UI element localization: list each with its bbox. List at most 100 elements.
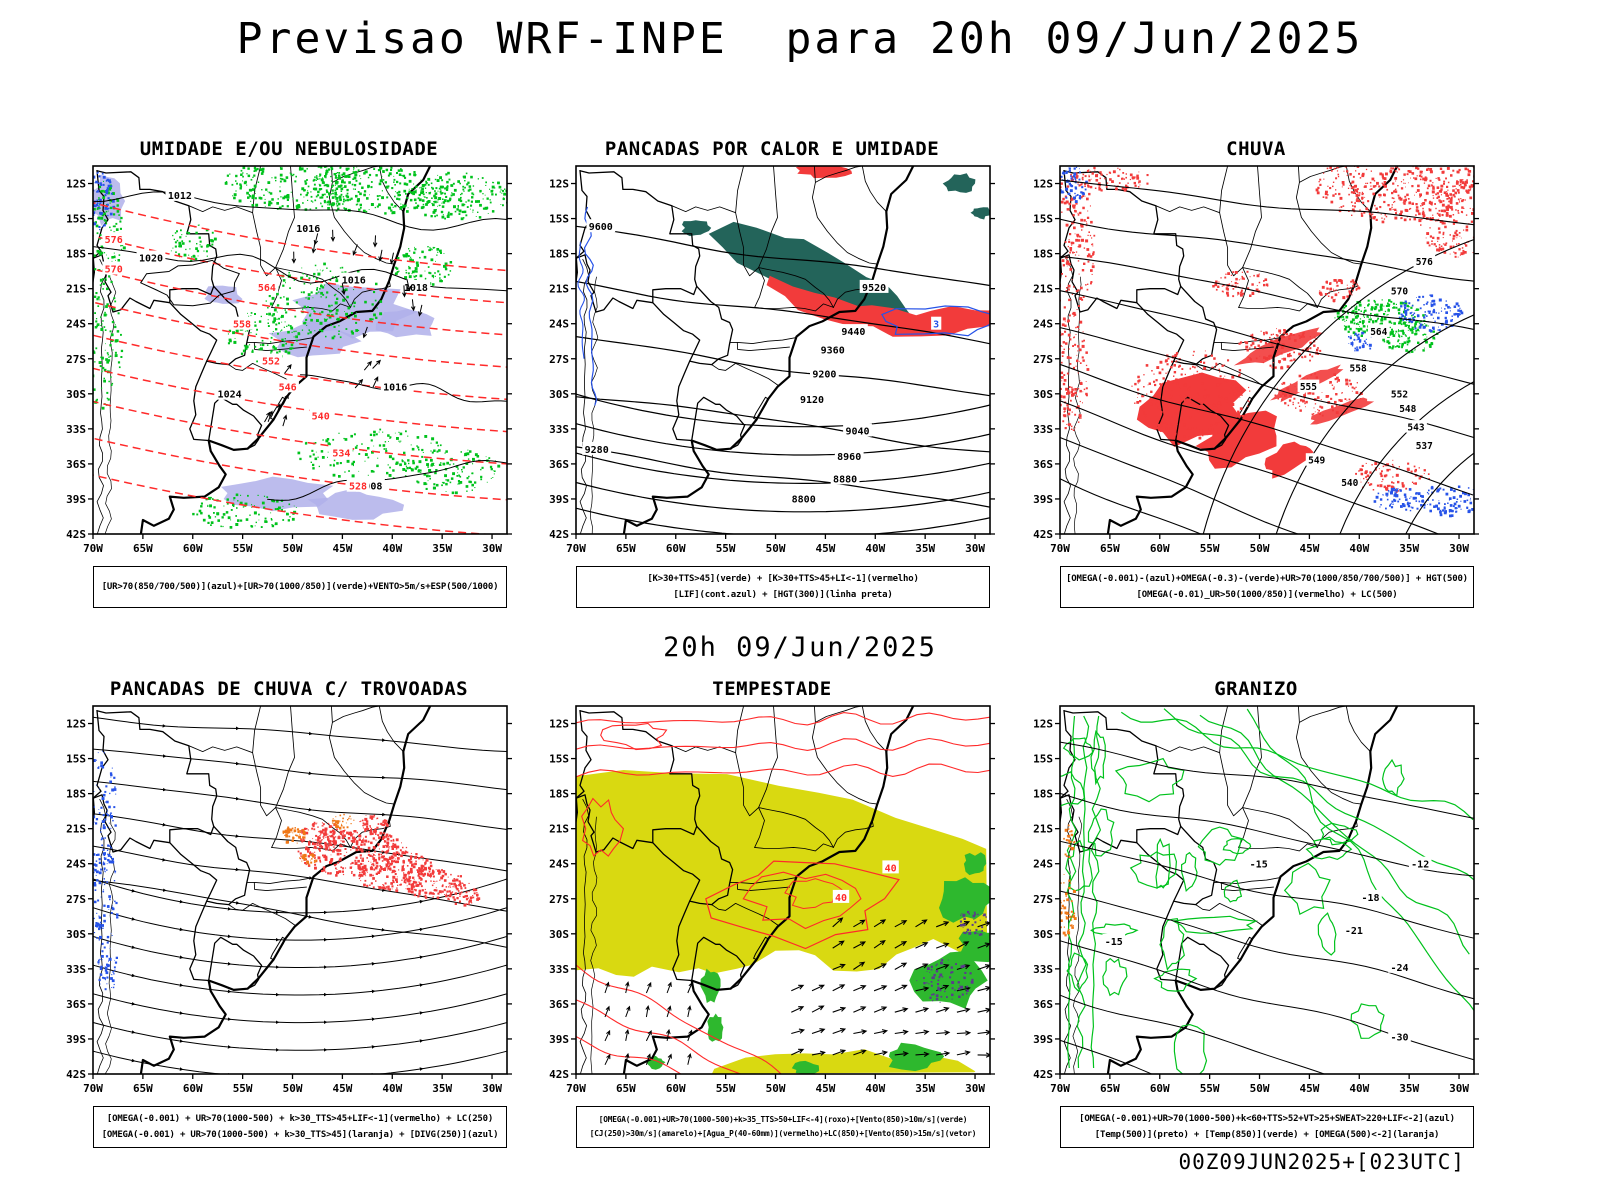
svg-text:65W: 65W: [1100, 542, 1120, 555]
svg-text:552: 552: [262, 357, 280, 368]
svg-text:546: 546: [279, 382, 297, 393]
caption-line: [LIF](cont.azul) + [HGT(300)](linha pret…: [673, 589, 893, 600]
svg-text:534: 534: [332, 449, 350, 460]
caption-line: [OMEGA(-0.001) + UR>70(1000-500) + k>30_…: [101, 1129, 499, 1140]
svg-text:55W: 55W: [233, 542, 253, 555]
svg-text:18S: 18S: [66, 248, 86, 261]
caption-line: [CJ(250)>30m/s](amarelo)+[Agua_P(40-60mm…: [589, 1128, 977, 1138]
svg-text:8800: 8800: [792, 495, 816, 506]
svg-text:27S: 27S: [1033, 353, 1053, 366]
svg-text:39S: 39S: [549, 493, 569, 506]
panel-trovoadas: PANCADAS DE CHUVA C/ TROVOADAS 12S 15S 18S…: [63, 678, 515, 1148]
svg-text:15S: 15S: [66, 213, 86, 226]
svg-text:9600: 9600: [589, 222, 613, 233]
svg-text:540: 540: [312, 412, 330, 423]
svg-text:27S: 27S: [549, 353, 569, 366]
svg-text:42S: 42S: [549, 528, 569, 541]
caption-box-granizo: [OMEGA(-0.001)+UR>70(1000-500)+k<60+TTS>…: [1060, 1106, 1474, 1148]
svg-text:24S: 24S: [66, 318, 86, 331]
svg-text:558: 558: [1350, 364, 1367, 375]
svg-text:564: 564: [1370, 327, 1387, 338]
svg-text:540: 540: [1341, 478, 1358, 489]
panel-title-trovoadas: PANCADAS DE CHUVA C/ TROVOADAS: [109, 678, 469, 700]
svg-text:35W: 35W: [1399, 542, 1419, 555]
svg-text:27S: 27S: [66, 353, 86, 366]
svg-text:543: 543: [1407, 423, 1424, 434]
panel-umidade: UMIDADE E/OU NEBULOSIDADE 1012 1016 1020 10…: [63, 138, 515, 608]
svg-text:9520: 9520: [862, 283, 886, 294]
panel-title-tempestade: TEMPESTADE: [712, 678, 832, 700]
caption-box-trovoadas: [OMEGA(-0.001) + UR>70(1000-500) + k>30_…: [93, 1106, 507, 1148]
svg-text:552: 552: [1391, 390, 1408, 401]
svg-text:1018: 1018: [404, 283, 428, 294]
panel-title-pancadas-calor: PANCADAS POR CALOR E UMIDADE: [604, 138, 940, 160]
svg-text:39S: 39S: [66, 493, 86, 506]
svg-text:42S: 42S: [1033, 528, 1053, 541]
svg-text:70W: 70W: [1050, 542, 1070, 555]
caption-line: [K>30+TTS>45](verde) + [K>30+TTS>45+LI<-…: [647, 573, 919, 584]
caption-line: [OMEGA(-0.01)_UR>50(1000/850)](vermelho)…: [1136, 589, 1398, 600]
caption-line: [OMEGA(-0.001)+UR>70(1000-500)+k>35_TTS>…: [598, 1114, 968, 1124]
svg-text:40W: 40W: [865, 542, 885, 555]
panel-tempestade: TEMPESTADE 40 40 12S 15S 18S 21S 24S 27S 30S 33S 3…: [546, 678, 998, 1148]
svg-text:45W: 45W: [1299, 542, 1319, 555]
panel-pancadas-calor: PANCADAS POR CALOR E UMIDADE 9600 9520 944…: [546, 138, 998, 608]
svg-text:39S: 39S: [1033, 493, 1053, 506]
panel-chuva: CHUVA 576 570 564 558 555 552 548 543 549 537 540 1…: [1030, 138, 1482, 608]
svg-text:8880: 8880: [833, 474, 857, 485]
svg-text:1016: 1016: [342, 276, 366, 287]
svg-text:548: 548: [1399, 404, 1416, 415]
svg-text:1024: 1024: [218, 390, 242, 401]
svg-text:549: 549: [1308, 456, 1325, 467]
svg-text:36S: 36S: [549, 458, 569, 471]
caption-line: [OMEGA(-0.001) + UR>70(1000-500) + k>30_…: [106, 1113, 494, 1124]
map-umidade: 1012 1016 1020 1016 1018 1024 1016 1008 576 570 56…: [66, 165, 512, 555]
svg-text:21S: 21S: [1033, 283, 1053, 296]
svg-text:33S: 33S: [66, 423, 86, 436]
svg-text:70W: 70W: [566, 542, 586, 555]
svg-text:528: 528: [349, 482, 367, 493]
svg-text:30W: 30W: [482, 542, 502, 555]
svg-text:36S: 36S: [66, 458, 86, 471]
caption-box-umidade: [UR>70(850/700/500)](azul)+[UR>70(1000/8…: [93, 566, 507, 608]
svg-text:12S: 12S: [1033, 178, 1053, 191]
svg-text:18S: 18S: [549, 248, 569, 261]
svg-text:12S: 12S: [66, 178, 86, 191]
svg-text:55W: 55W: [716, 542, 736, 555]
panel-title-chuva: CHUVA: [1226, 138, 1286, 160]
svg-text:18S: 18S: [1033, 248, 1053, 261]
svg-text:9120: 9120: [800, 395, 824, 406]
svg-text:50W: 50W: [766, 542, 786, 555]
caption-line: [UR>70(850/700/500)](azul)+[UR>70(1000/8…: [101, 581, 499, 592]
svg-text:1012: 1012: [168, 191, 192, 202]
svg-text:35W: 35W: [915, 542, 935, 555]
svg-text:50W: 50W: [1250, 542, 1270, 555]
caption-line: [Temp(500)](preto) + [Temp(850)](verde) …: [1094, 1129, 1440, 1140]
svg-text:35W: 35W: [432, 542, 452, 555]
svg-text:570: 570: [1391, 286, 1408, 297]
valid-time-label: 20h 09/Jun/2025: [663, 632, 937, 663]
map-pancadas-calor: 9600 9520 9440 9360 9280 9200 9120 9040 8960 8880…: [549, 165, 995, 555]
svg-text:33S: 33S: [1033, 423, 1053, 436]
svg-text:30S: 30S: [1033, 388, 1053, 401]
svg-text:36S: 36S: [1033, 458, 1053, 471]
svg-text:30S: 30S: [66, 388, 86, 401]
svg-text:564: 564: [258, 283, 276, 294]
svg-text:55W: 55W: [1200, 542, 1220, 555]
svg-text:15S: 15S: [1033, 213, 1053, 226]
svg-text:1020: 1020: [139, 254, 163, 265]
svg-text:33S: 33S: [549, 423, 569, 436]
svg-text:24S: 24S: [549, 318, 569, 331]
svg-text:50W: 50W: [283, 542, 303, 555]
caption-line: [OMEGA(-0.001)-(azul)+OMEGA(-0.3)-(verde…: [1066, 573, 1468, 584]
map-granizo: -12-15-18-21-24-30-1512S15S18S21S24S27S3…: [1033, 705, 1479, 1095]
svg-text:24S: 24S: [1033, 318, 1053, 331]
map-tempestade: 404012S15S18S21S24S27S30S33S36S39S42S70W…: [549, 705, 995, 1095]
svg-text:60W: 60W: [183, 542, 203, 555]
svg-text:30S: 30S: [549, 388, 569, 401]
svg-text:21S: 21S: [66, 283, 86, 296]
svg-text:40W: 40W: [1349, 542, 1369, 555]
svg-text:537: 537: [1416, 441, 1433, 452]
svg-text:45W: 45W: [332, 542, 352, 555]
